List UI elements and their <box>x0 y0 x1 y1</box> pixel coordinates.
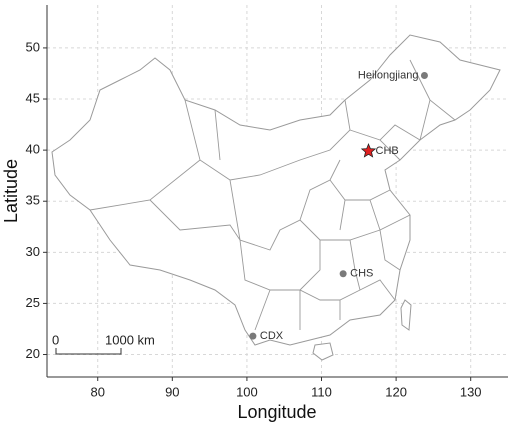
x-tick-label: 90 <box>165 384 179 399</box>
y-tick-label: 35 <box>26 193 40 208</box>
point-star <box>360 143 377 158</box>
province-borders <box>89 59 456 331</box>
y-tick-label: 25 <box>26 295 40 310</box>
point <box>420 72 428 80</box>
point-label: CDX <box>260 330 284 342</box>
y-axis-title: Latitude <box>1 159 21 223</box>
x-tick-label: 80 <box>90 384 104 399</box>
country-outline <box>51 34 501 346</box>
hainan <box>312 342 334 361</box>
point <box>249 332 257 340</box>
axes <box>43 5 508 381</box>
taiwan <box>400 299 412 331</box>
scale-bar: 0 1000 km <box>52 332 155 355</box>
scale-start-label: 0 <box>52 332 59 347</box>
scale-bar-line <box>55 348 122 355</box>
scale-end-label: 1000 km <box>105 332 155 347</box>
country-map <box>51 34 501 361</box>
x-tick-label: 130 <box>460 384 482 399</box>
y-tick-label: 20 <box>26 346 40 361</box>
y-tick-label: 50 <box>26 39 40 54</box>
y-tick-label: 40 <box>26 142 40 157</box>
point-label: CHB <box>376 145 399 157</box>
x-tick-label: 120 <box>385 384 407 399</box>
x-tick-label: 100 <box>236 384 258 399</box>
y-tick-label: 45 <box>26 90 40 105</box>
y-tick-label: 30 <box>26 244 40 259</box>
x-tick-label: 110 <box>311 384 332 399</box>
point-label: Heilongjiang <box>358 69 419 81</box>
point <box>339 270 347 278</box>
point-label: CHS <box>350 268 373 280</box>
x-axis-title: Longitude <box>237 402 316 422</box>
